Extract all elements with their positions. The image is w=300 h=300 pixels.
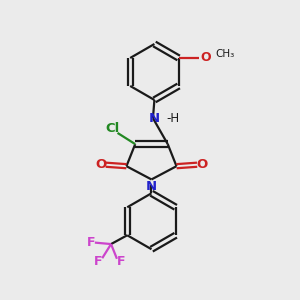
Text: F: F	[86, 236, 95, 249]
Text: F: F	[94, 255, 102, 268]
Text: O: O	[201, 52, 211, 64]
Text: F: F	[117, 255, 126, 268]
Text: Cl: Cl	[105, 122, 119, 135]
Text: -H: -H	[166, 112, 179, 125]
Text: O: O	[196, 158, 207, 171]
Text: O: O	[95, 158, 107, 171]
Text: N: N	[146, 180, 157, 193]
Text: CH₃: CH₃	[215, 50, 235, 59]
Text: N: N	[149, 112, 160, 125]
